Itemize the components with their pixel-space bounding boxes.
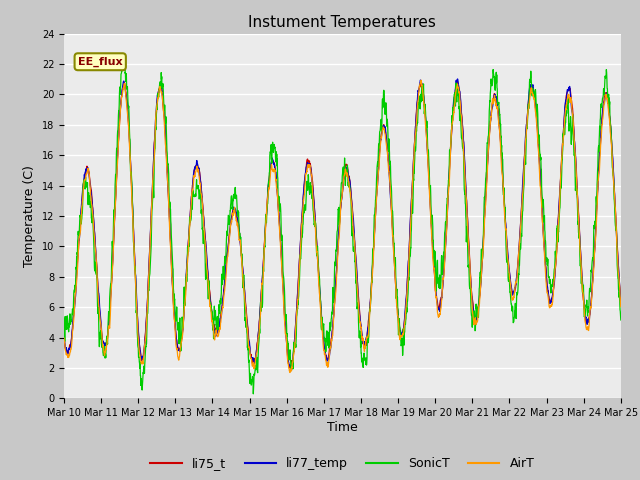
li75_t — [371, 224, 379, 229]
AirT — [584, 324, 591, 330]
li75_t — [568, 102, 576, 108]
SonicT — [617, 317, 625, 323]
AirT — [371, 227, 379, 232]
li77_temp — [371, 225, 379, 230]
AirT — [568, 108, 576, 113]
Text: EE_flux: EE_flux — [78, 57, 122, 67]
Title: Instument Temperatures: Instument Temperatures — [248, 15, 436, 30]
AirT — [417, 77, 425, 83]
Legend: li75_t, li77_temp, SonicT, AirT: li75_t, li77_temp, SonicT, AirT — [145, 452, 540, 475]
AirT — [60, 335, 68, 341]
li77_temp — [60, 336, 68, 342]
li75_t — [617, 298, 625, 303]
li75_t — [454, 78, 461, 84]
li75_t — [359, 340, 367, 346]
AirT — [286, 370, 294, 375]
li75_t — [505, 262, 513, 267]
Line: li77_temp: li77_temp — [64, 79, 621, 369]
li75_t — [60, 336, 68, 342]
AirT — [617, 304, 625, 310]
SonicT — [584, 313, 591, 319]
li75_t — [216, 327, 223, 333]
li77_temp — [359, 337, 367, 343]
li75_t — [584, 320, 591, 325]
li77_temp — [216, 324, 223, 330]
SonicT — [216, 307, 223, 313]
Line: AirT: AirT — [64, 80, 621, 372]
SonicT — [60, 314, 68, 320]
li77_temp — [584, 319, 591, 324]
SonicT — [121, 59, 129, 64]
AirT — [216, 329, 223, 335]
li77_temp — [505, 262, 513, 268]
Y-axis label: Temperature (C): Temperature (C) — [23, 165, 36, 267]
li77_temp — [568, 109, 576, 115]
li75_t — [285, 365, 293, 371]
SonicT — [371, 205, 379, 211]
li77_temp — [617, 294, 625, 300]
SonicT — [568, 125, 576, 131]
Line: SonicT: SonicT — [64, 61, 621, 394]
li77_temp — [454, 76, 461, 82]
AirT — [359, 337, 367, 343]
AirT — [505, 264, 513, 269]
X-axis label: Time: Time — [327, 421, 358, 434]
SonicT — [250, 391, 257, 396]
Line: li75_t: li75_t — [64, 81, 621, 368]
SonicT — [359, 355, 367, 361]
SonicT — [505, 278, 513, 284]
li77_temp — [288, 366, 296, 372]
